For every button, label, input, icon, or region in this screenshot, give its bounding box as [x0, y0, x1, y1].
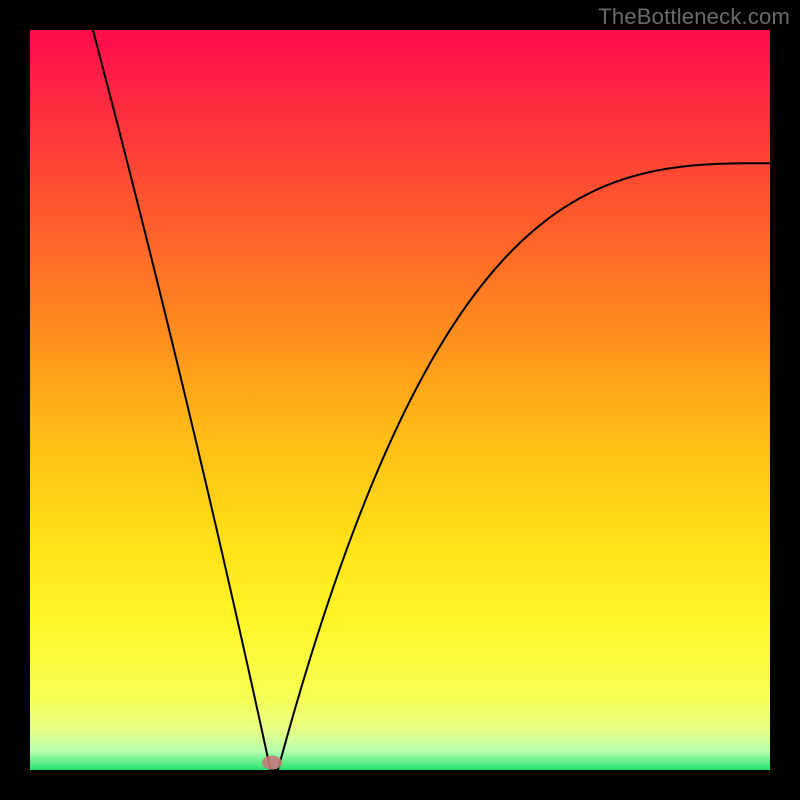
minimum-marker — [262, 756, 282, 770]
plot-background — [30, 30, 770, 770]
bottleneck-chart — [0, 0, 800, 800]
watermark-text: TheBottleneck.com — [598, 4, 790, 30]
chart-container: { "watermark": { "text": "TheBottleneck.… — [0, 0, 800, 800]
